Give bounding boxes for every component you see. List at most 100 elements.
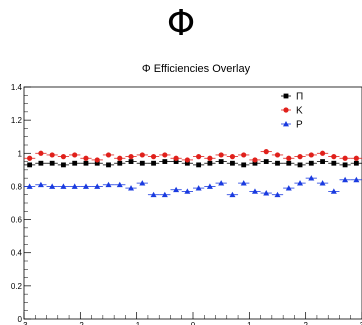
data-point (308, 152, 314, 158)
data-point (252, 160, 258, 166)
data-point (106, 162, 111, 168)
data-point (61, 162, 66, 168)
data-point (37, 181, 44, 188)
data-point (263, 190, 270, 196)
data-point (297, 180, 304, 186)
data-point (150, 154, 157, 160)
data-point (72, 160, 78, 166)
data-point (105, 181, 112, 188)
data-point (82, 183, 89, 189)
legend: ΠKP (281, 92, 303, 131)
data-point (117, 155, 123, 161)
y-tick-label: 0.4 (11, 249, 23, 258)
data-point (230, 160, 235, 166)
data-point (331, 160, 337, 166)
data-point (71, 183, 78, 189)
data-point (274, 191, 281, 198)
data-point (286, 155, 292, 161)
data-point (38, 150, 44, 156)
data-point (308, 160, 314, 166)
data-point (218, 180, 225, 186)
data-point (105, 152, 112, 158)
data-point (320, 159, 325, 164)
data-point (139, 152, 145, 158)
data-point (218, 152, 224, 158)
data-point (162, 159, 168, 164)
data-point (274, 152, 281, 158)
data-point (150, 191, 157, 198)
data-point (275, 160, 280, 166)
x-tick-label: -2 (77, 321, 85, 325)
data-point (173, 159, 179, 164)
legend-label: Π (296, 92, 303, 103)
data-point (330, 188, 337, 194)
legend-marker (283, 121, 289, 127)
y-tick-label: 1 (18, 149, 23, 158)
data-point (286, 160, 292, 166)
data-point (162, 152, 168, 158)
y-tick-label: 1.2 (11, 116, 23, 125)
data-point (83, 160, 89, 166)
data-point (263, 149, 269, 155)
x-tick-label: 1 (247, 321, 252, 325)
data-point (252, 157, 258, 163)
x-tick-label: 3 (360, 321, 362, 325)
data-point (151, 160, 156, 166)
data-point (297, 154, 303, 160)
legend-marker (283, 93, 289, 99)
y-tick-label: 0 (18, 315, 23, 324)
data-point (116, 181, 123, 188)
y-tick-label: 0.2 (11, 282, 23, 291)
page-symbol: Φ (166, 3, 196, 44)
plot-frame (23, 86, 362, 320)
data-point (128, 159, 134, 164)
data-marks (24, 149, 362, 198)
data-point (196, 162, 202, 168)
data-point (117, 160, 123, 166)
data-point (72, 152, 78, 158)
data-point (184, 157, 190, 163)
data-point (353, 160, 359, 166)
legend-label: P (296, 120, 303, 131)
data-point (173, 186, 180, 193)
data-point (139, 160, 145, 166)
data-point (263, 159, 269, 164)
data-point (173, 155, 179, 161)
y-tick-label: 0.8 (11, 182, 23, 191)
data-point (207, 155, 213, 161)
data-point (241, 162, 247, 168)
data-point (83, 155, 89, 161)
data-point (218, 159, 224, 164)
data-point (161, 191, 168, 198)
data-point (195, 185, 202, 191)
data-point (94, 160, 100, 166)
data-point (49, 152, 55, 158)
x-tick-label: -3 (20, 321, 28, 325)
data-point (229, 191, 236, 198)
legend-label: K (296, 106, 303, 117)
data-point (27, 155, 33, 161)
data-point (319, 180, 326, 186)
data-point (128, 154, 134, 160)
axes: 0 0.2 0.4 0.6 0.8 1 1.2 1.4 -3 -2 -1 0 1 2 3 (11, 83, 362, 325)
data-point (207, 160, 213, 166)
data-point (342, 162, 348, 168)
data-point (27, 162, 33, 168)
data-point (60, 154, 67, 160)
data-point (128, 185, 135, 191)
data-point (241, 152, 247, 158)
data-point (139, 180, 146, 186)
x-tick-label: -1 (133, 321, 141, 325)
data-point (206, 183, 213, 189)
data-point (49, 183, 56, 189)
y-tick-label: 1.4 (11, 83, 23, 92)
data-point (331, 154, 337, 160)
data-point (60, 183, 67, 189)
data-point (38, 160, 44, 166)
data-point (342, 176, 349, 183)
data-point (94, 183, 101, 189)
x-tick-label: 0 (191, 321, 196, 325)
data-point (26, 183, 33, 189)
data-point (240, 180, 247, 186)
